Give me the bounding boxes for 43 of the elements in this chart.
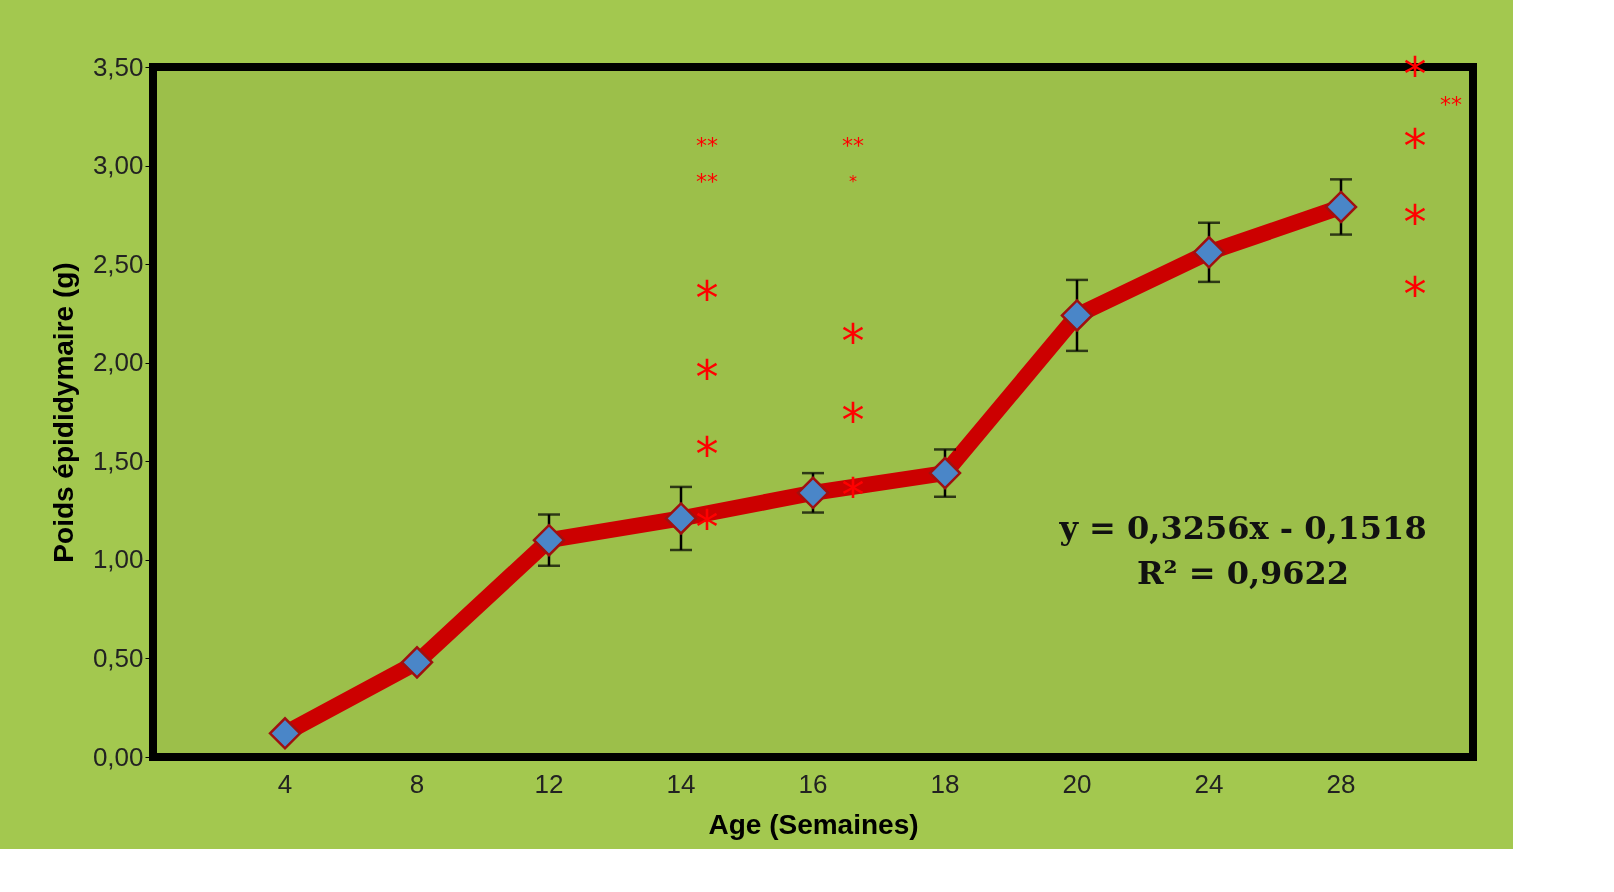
x-tick-label: 8	[409, 768, 425, 799]
x-tick-label: 28	[1326, 768, 1356, 799]
y-tick-label: 0,50	[92, 642, 144, 673]
annotation: **	[696, 132, 718, 158]
x-axis-title: Age (Semaines)	[708, 808, 919, 840]
point	[664, 502, 698, 535]
point	[796, 476, 830, 510]
y-tick-label: 2,00	[92, 347, 144, 378]
x-tick-label: 4	[277, 768, 293, 799]
y-tick-label: 1,50	[92, 445, 144, 476]
x-tick-label: 14	[666, 768, 696, 799]
annotation: **	[1440, 91, 1462, 117]
annotation: *	[841, 314, 865, 369]
point	[400, 646, 434, 679]
y-axis-title: Poids épididymaire (g)	[47, 262, 79, 563]
annotation: *	[849, 171, 857, 191]
x-tick-label: 18	[930, 768, 960, 799]
point	[268, 717, 302, 750]
annotation: *	[841, 392, 865, 447]
x-tick-label: 20	[1062, 768, 1092, 799]
point	[1060, 299, 1094, 332]
x-tick-label: 12	[534, 768, 564, 799]
annotation: *	[1403, 267, 1427, 322]
x-tick-label: 24	[1194, 768, 1224, 799]
annotation: *	[1403, 119, 1427, 173]
annotation: **	[842, 132, 864, 158]
y-tick-label: 1,00	[92, 544, 144, 575]
annotation: R² = 0,9622	[1136, 554, 1350, 593]
annotation: y = 0,3256x - 0,1518	[1058, 509, 1427, 548]
annotation: *	[1403, 194, 1427, 249]
annotation: *	[695, 350, 719, 405]
y-tick-label: 0,00	[92, 741, 144, 772]
annotation: *	[695, 427, 719, 482]
y-tick-label: 2,50	[92, 248, 144, 279]
y-tick-label: 3,00	[92, 150, 144, 181]
y-tick-label: 3,50	[92, 51, 144, 82]
point	[1324, 190, 1358, 224]
annotation: *	[695, 270, 719, 325]
point	[1192, 236, 1226, 269]
point	[928, 456, 962, 490]
point	[532, 523, 566, 557]
x-tick-label: 16	[798, 768, 828, 799]
annotation: **	[696, 168, 718, 194]
